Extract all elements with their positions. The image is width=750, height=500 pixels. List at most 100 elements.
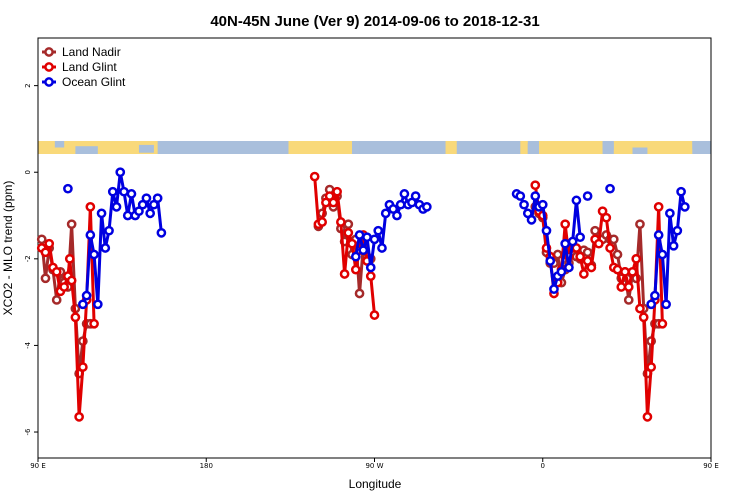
data-point bbox=[92, 299, 103, 310]
y-axis-ticks: -6 -4 -2 0 2 bbox=[24, 83, 38, 436]
data-point bbox=[679, 202, 690, 212]
data-point bbox=[537, 199, 548, 210]
data-point bbox=[36, 234, 47, 245]
data-point bbox=[421, 202, 432, 212]
data-point bbox=[343, 227, 354, 238]
data-point bbox=[336, 217, 346, 227]
data-point bbox=[317, 217, 328, 227]
y-tick-label: 0 bbox=[24, 170, 32, 174]
data-point bbox=[358, 245, 369, 256]
legend-marker bbox=[44, 62, 54, 72]
data-point bbox=[605, 243, 615, 253]
data-point bbox=[601, 212, 612, 223]
data-point bbox=[78, 362, 88, 372]
data-point bbox=[590, 225, 600, 236]
data-point bbox=[354, 230, 365, 240]
legend-item: Land Glint bbox=[42, 60, 117, 74]
data-point bbox=[627, 266, 638, 277]
data-point bbox=[616, 282, 627, 292]
data-point bbox=[369, 310, 380, 320]
data-point bbox=[623, 295, 634, 305]
data-point bbox=[638, 312, 649, 323]
data-point bbox=[515, 191, 526, 201]
data-point bbox=[672, 225, 683, 236]
y-tick-label: 2 bbox=[24, 83, 32, 87]
data-point bbox=[564, 262, 574, 273]
data-point bbox=[642, 412, 653, 422]
data-point bbox=[343, 219, 354, 230]
data-point bbox=[631, 253, 642, 264]
data-point bbox=[623, 282, 634, 292]
data-point bbox=[74, 412, 84, 422]
strip-ocean-speckle bbox=[75, 146, 98, 154]
data-point bbox=[661, 299, 671, 310]
x-axis-ticks: 90 E 180 90 W 0 90 E bbox=[30, 458, 719, 470]
data-point bbox=[107, 186, 118, 197]
data-point bbox=[156, 227, 167, 238]
data-point bbox=[339, 269, 350, 279]
data-point bbox=[586, 262, 597, 273]
legend-marker bbox=[44, 47, 54, 57]
data-point bbox=[657, 318, 668, 329]
data-point bbox=[650, 290, 660, 301]
data-point bbox=[560, 238, 571, 249]
data-point bbox=[653, 230, 664, 240]
series-land-glint bbox=[36, 171, 668, 422]
data-point bbox=[410, 191, 421, 201]
data-point bbox=[350, 264, 361, 275]
series-layer bbox=[36, 167, 690, 422]
data-point bbox=[89, 318, 99, 329]
data-point bbox=[612, 249, 623, 260]
x-axis-label: Longitude bbox=[349, 477, 402, 491]
data-point bbox=[653, 202, 664, 212]
series-line bbox=[40, 205, 96, 419]
data-point bbox=[575, 232, 585, 243]
data-point bbox=[70, 312, 81, 323]
series-line bbox=[649, 190, 687, 306]
data-point bbox=[347, 238, 357, 249]
data-point bbox=[567, 236, 578, 247]
data-point bbox=[64, 253, 75, 264]
x-tick-label: 180 bbox=[200, 462, 213, 470]
data-point bbox=[635, 219, 645, 230]
data-point bbox=[365, 262, 376, 273]
data-point bbox=[560, 219, 571, 230]
data-point bbox=[111, 202, 122, 212]
data-point bbox=[354, 288, 365, 299]
data-point bbox=[646, 362, 657, 372]
chart-title: 40N-45N June (Ver 9) 2014-09-06 to 2018-… bbox=[210, 13, 539, 30]
x-tick-label: 0 bbox=[541, 462, 545, 470]
data-point bbox=[44, 238, 55, 249]
data-point bbox=[646, 299, 657, 310]
data-point bbox=[395, 199, 406, 210]
data-point bbox=[85, 230, 96, 240]
strip-ocean-speckle bbox=[692, 141, 711, 149]
data-point bbox=[552, 249, 563, 260]
data-point bbox=[556, 266, 567, 277]
y-tick-label: -2 bbox=[24, 255, 32, 262]
strip-land-band bbox=[520, 141, 528, 154]
data-point bbox=[141, 193, 152, 204]
data-point bbox=[59, 282, 70, 292]
data-point bbox=[40, 247, 51, 258]
data-point bbox=[365, 271, 376, 281]
y-axis-label: XCO2 - MLO trend (ppm) bbox=[1, 181, 15, 316]
data-point bbox=[530, 191, 541, 201]
legend-marker bbox=[44, 77, 54, 87]
data-point bbox=[78, 299, 88, 310]
data-point bbox=[145, 208, 156, 219]
strip-land-band bbox=[539, 141, 603, 154]
data-point bbox=[575, 251, 585, 262]
data-point bbox=[377, 243, 387, 253]
data-point bbox=[350, 251, 361, 262]
data-point bbox=[380, 208, 391, 219]
data-point bbox=[392, 210, 402, 221]
series-line bbox=[81, 170, 163, 306]
strip-ocean-speckle bbox=[527, 143, 536, 154]
data-point bbox=[579, 269, 589, 279]
data-point bbox=[369, 234, 380, 245]
data-point bbox=[85, 202, 96, 212]
data-point bbox=[152, 193, 163, 204]
